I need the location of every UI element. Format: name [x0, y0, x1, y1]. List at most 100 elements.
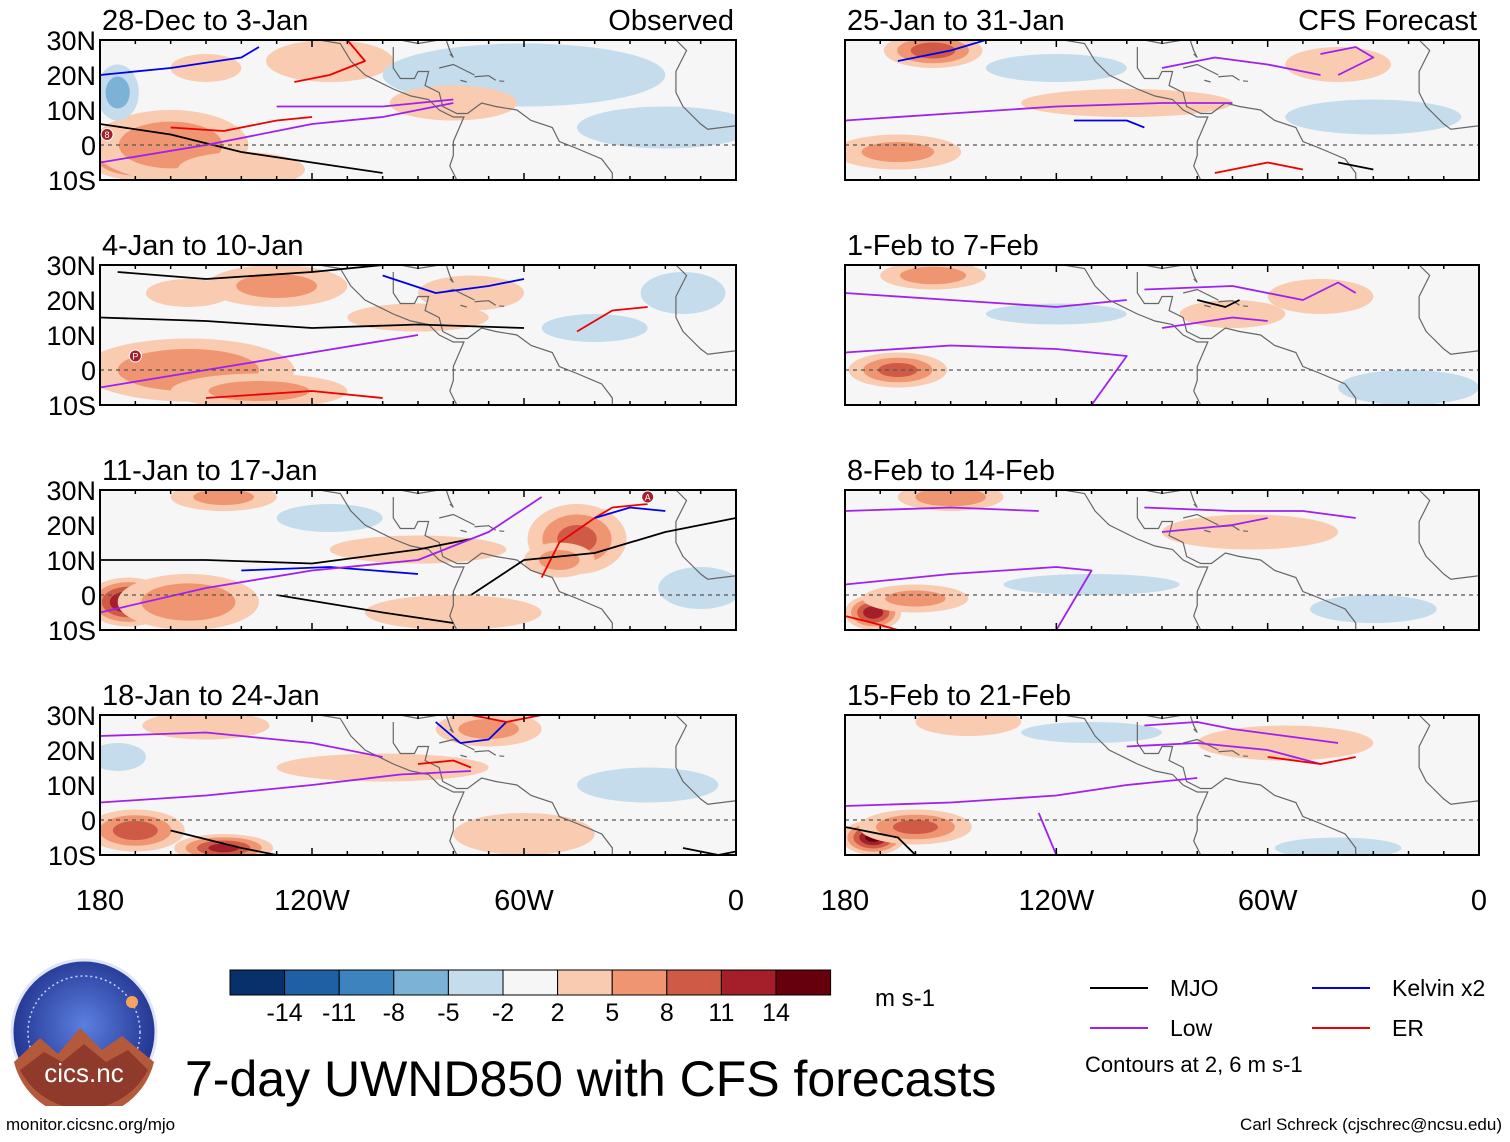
anomaly-blob	[208, 843, 239, 853]
colorbar-tick-label: 5	[605, 999, 619, 1027]
panel-forecast-3: 8-Feb to 14-Feb	[844, 455, 1480, 631]
coastline	[1189, 40, 1198, 58]
panel-tag-label: Observed	[608, 5, 734, 37]
wave-contours	[845, 40, 1375, 174]
contour-line	[382, 274, 525, 294]
coastline	[392, 47, 613, 180]
coastlines	[318, 265, 736, 405]
x-tick-label: 180	[76, 885, 124, 917]
anomaly-blob	[208, 381, 310, 401]
x-tick-label: 0	[1471, 885, 1487, 917]
anomaly-blob	[105, 76, 130, 109]
panel-observed-4: 30N 20N 10N 0 10S 18-Jan to 24-Jan 180 120W 60W 0	[46, 680, 744, 917]
anomaly-blob	[1021, 722, 1162, 743]
coastline	[1189, 490, 1198, 508]
contour-line	[1126, 742, 1321, 765]
coastline	[474, 750, 497, 756]
anomaly-blob	[1021, 89, 1233, 117]
contour-line	[100, 496, 543, 614]
colorbar-tick-label: 2	[551, 999, 565, 1027]
contour-line	[470, 517, 736, 596]
coastline	[460, 304, 467, 308]
anomaly-blob	[985, 54, 1127, 82]
coastlines	[1063, 265, 1479, 405]
contour-line	[100, 123, 383, 174]
contour-line	[845, 826, 917, 855]
coastline	[445, 715, 454, 733]
anomaly-blob	[1285, 47, 1391, 82]
panel-forecast-2: 1-Feb to 7-Feb	[844, 230, 1480, 406]
y-tick-label: 10S	[48, 166, 96, 196]
y-tick-label: 10S	[48, 391, 96, 421]
coastline	[675, 40, 736, 130]
contour-line	[100, 316, 525, 329]
anomaly-blob	[577, 106, 736, 149]
contour-line	[682, 847, 736, 855]
anomaly-blob	[365, 595, 542, 630]
coastline	[1418, 715, 1479, 805]
coastline	[1136, 272, 1357, 405]
coastline	[675, 265, 736, 355]
contour-line	[576, 306, 648, 333]
coastline	[1418, 490, 1479, 580]
coastlines	[1063, 490, 1479, 630]
anomaly-blob	[985, 303, 1127, 325]
legend-low-line	[1090, 1027, 1148, 1029]
colorbar-swatch	[775, 969, 832, 996]
storm-marker	[641, 490, 655, 504]
contour-line	[594, 506, 666, 519]
contour-line	[100, 102, 454, 164]
storm-marker-label: P	[132, 352, 138, 362]
wave-contours	[100, 715, 736, 855]
coastline	[460, 529, 467, 533]
coastline	[445, 265, 454, 283]
colorbar-swatch	[557, 969, 613, 996]
anomaly-blob	[910, 42, 956, 59]
y-tick-label: 0	[81, 356, 96, 386]
colorbar-swatch	[284, 969, 340, 996]
anomaly-blob	[915, 490, 986, 507]
wave-contours	[100, 496, 736, 624]
coastline	[392, 272, 613, 405]
y-tick-label: 30N	[46, 26, 96, 56]
legend-mjo-label: MJO	[1170, 975, 1219, 1001]
colorbar-swatch	[611, 969, 668, 996]
contour-line	[845, 102, 1233, 122]
y-tick-label: 10N	[46, 546, 96, 576]
contour-line	[1144, 281, 1357, 301]
anomaly-blob	[658, 567, 736, 609]
anomaly-field	[100, 715, 719, 855]
panel-observed-1: 30N 20N 10N 0 10S 28-Dec to 3-Jan Observed 8	[46, 5, 737, 196]
contour-line	[100, 46, 260, 76]
colorbar-tick-label: 8	[660, 999, 674, 1027]
coastline	[1218, 75, 1240, 81]
anomaly-blob	[1309, 595, 1437, 623]
panel-date-label: 11-Jan to 17-Jan	[102, 455, 318, 487]
anomaly-blob	[878, 363, 918, 377]
colorbar-tick-label: 14	[762, 999, 790, 1027]
coastline	[460, 79, 467, 83]
anomaly-blob	[892, 820, 938, 834]
y-tick-label: 0	[81, 131, 96, 161]
contour-line	[1073, 119, 1145, 129]
contour-line	[294, 40, 366, 83]
panel-tag-label: CFS Forecast	[1298, 5, 1477, 37]
coastline	[675, 490, 736, 580]
anomaly-blob	[539, 550, 580, 570]
storm-marker-label: 8	[105, 130, 110, 140]
contour-line	[845, 344, 1128, 405]
anomaly-blob	[276, 504, 383, 532]
panel-date-label: 28-Dec to 3-Jan	[102, 5, 308, 37]
anomaly-blob	[1285, 99, 1462, 135]
anomaly-blob	[141, 583, 236, 621]
anomaly-blob	[1162, 514, 1339, 550]
colorbar-tick-label: -8	[383, 999, 405, 1027]
y-tick-label: 10N	[46, 96, 96, 126]
y-tick-label: 30N	[46, 701, 96, 731]
coastline	[318, 40, 465, 180]
colorbar-tick-label: -14	[267, 999, 303, 1027]
coastline	[439, 513, 475, 526]
y-tick-label: 10S	[48, 841, 96, 871]
colorbar-tick-label: -5	[437, 999, 459, 1027]
colorbar-swatch	[666, 969, 722, 996]
